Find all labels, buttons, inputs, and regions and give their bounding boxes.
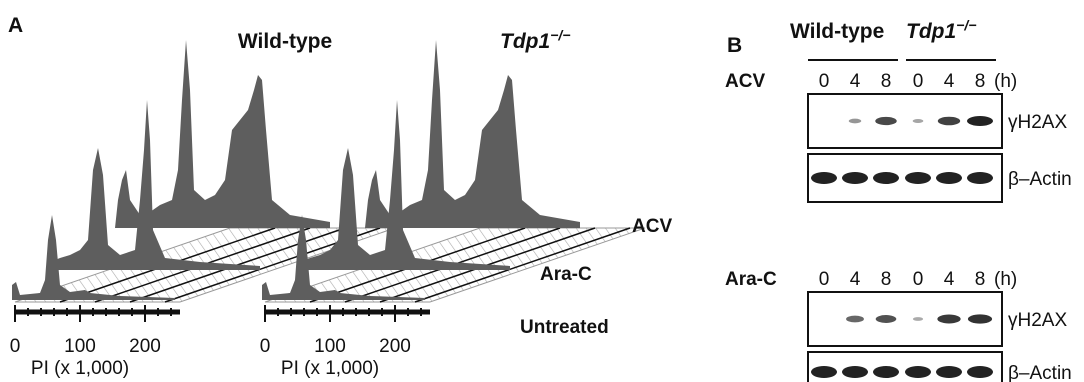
lane-label: 8 xyxy=(881,269,892,290)
blot-label: γH2AX xyxy=(1008,310,1067,331)
lane-label: 4 xyxy=(944,71,955,92)
group-title: Wild-type xyxy=(238,30,332,53)
lane-label: 8 xyxy=(975,71,986,92)
page: A Wild-type Tdp1−/− 0 100 200 PI (x 1,00… xyxy=(0,0,1084,382)
lane-label: 8 xyxy=(881,71,892,92)
tick-label: 100 xyxy=(314,336,346,357)
band xyxy=(846,316,864,323)
unit-label: (h) xyxy=(994,71,1017,92)
band xyxy=(842,172,868,184)
band xyxy=(913,119,924,123)
band xyxy=(842,366,868,378)
genotype: −/− xyxy=(550,27,570,43)
panel-label: A xyxy=(8,14,23,37)
gene: Tdp1 xyxy=(500,30,550,53)
band xyxy=(968,314,992,323)
blot-label: β–Actin xyxy=(1008,169,1072,190)
band xyxy=(913,317,923,321)
lane-label: 4 xyxy=(850,269,861,290)
lane-label: 8 xyxy=(975,269,986,290)
treatment-label: ACV xyxy=(725,71,765,92)
band xyxy=(876,315,897,323)
lane-label: 0 xyxy=(913,71,924,92)
row-label: ACV xyxy=(632,216,672,237)
tick-label: 100 xyxy=(64,336,96,357)
unit-label: (h) xyxy=(994,269,1017,290)
band xyxy=(849,119,862,124)
blot-label: γH2AX xyxy=(1008,112,1067,133)
group-title: Wild-type xyxy=(790,20,884,43)
figure: A Wild-type Tdp1−/− 0 100 200 PI (x 1,00… xyxy=(0,0,1084,382)
band xyxy=(873,172,899,184)
band xyxy=(936,366,962,378)
band xyxy=(905,172,931,184)
panel-label: B xyxy=(727,34,742,57)
row-label: Ara-C xyxy=(540,264,592,285)
row-label: Untreated xyxy=(520,317,609,338)
group-title: Tdp1−/− xyxy=(906,17,976,43)
tick-label: 200 xyxy=(129,336,161,357)
band xyxy=(873,366,899,378)
genotype: −/− xyxy=(956,17,976,33)
tick-label: 200 xyxy=(379,336,411,357)
band xyxy=(875,117,897,125)
treatment-label: Ara-C xyxy=(725,269,777,290)
tick-label: 0 xyxy=(10,336,21,357)
band xyxy=(967,116,993,126)
axis-label: PI (x 1,000) xyxy=(31,358,129,379)
group-title: Tdp1−/− xyxy=(500,27,570,53)
lane-label: 0 xyxy=(819,269,830,290)
axis-label: PI (x 1,000) xyxy=(281,358,379,379)
blot-label: β–Actin xyxy=(1008,363,1072,382)
gene: Tdp1 xyxy=(906,20,956,43)
band xyxy=(967,366,993,378)
lane-label: 4 xyxy=(944,269,955,290)
band xyxy=(936,172,962,184)
band xyxy=(811,366,837,378)
band xyxy=(938,117,960,126)
band xyxy=(967,172,993,184)
lane-label: 0 xyxy=(819,71,830,92)
lane-label: 0 xyxy=(913,269,924,290)
band xyxy=(937,315,960,324)
band xyxy=(905,366,931,378)
tick-label: 0 xyxy=(260,336,271,357)
band xyxy=(811,172,837,184)
lane-label: 4 xyxy=(850,71,861,92)
